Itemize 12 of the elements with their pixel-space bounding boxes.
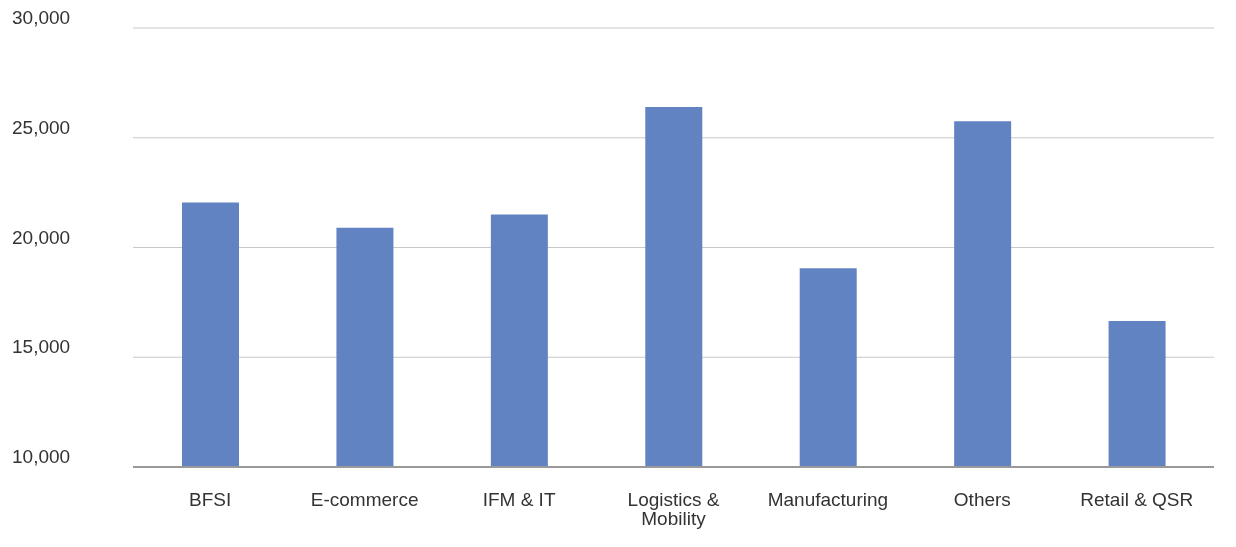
x-tick-label: Others xyxy=(953,489,1011,511)
x-tick-label: Manufacturing xyxy=(767,489,889,511)
x-tick-label: Logistics & Mobility xyxy=(627,489,720,530)
y-tick-label: 20,000 xyxy=(12,226,71,248)
y-tick-label: 10,000 xyxy=(12,446,71,467)
y-tick-label: 15,000 xyxy=(12,336,71,358)
x-tick-label: Retail & QSR xyxy=(1080,489,1194,511)
y-tick-label: 25,000 xyxy=(12,116,71,138)
x-tick-label: IFM & IT xyxy=(482,489,556,511)
x-tick-label: E-commerce xyxy=(310,489,419,511)
y-tick-label: 30,000 xyxy=(12,7,71,28)
x-tick-label: BFSI xyxy=(189,489,232,511)
